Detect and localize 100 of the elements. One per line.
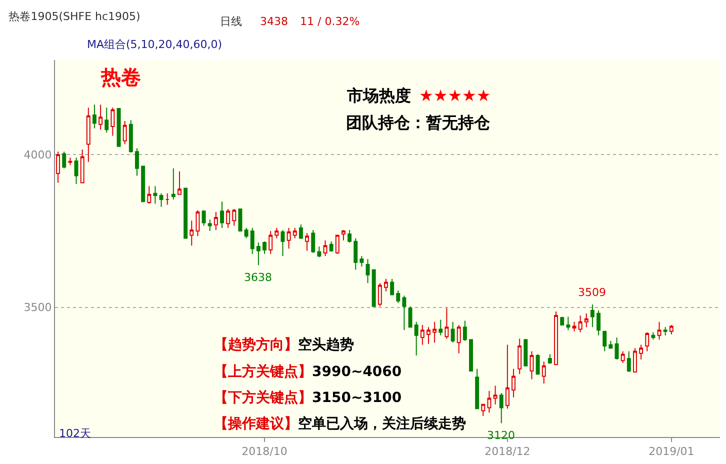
candlestick <box>122 120 127 145</box>
annotation: 【操作建议】空单已入场，关注后续走势 <box>214 415 466 432</box>
y-tick-label: 4000 <box>24 148 52 162</box>
candlestick <box>226 208 230 228</box>
chart-title: 热卷1905(SHFE hc1905) <box>8 10 140 24</box>
text: MA组合(5,10,20,40,60,0) <box>87 38 222 51</box>
candlestick <box>232 208 236 226</box>
candlestick <box>62 151 66 169</box>
y-tick-label: 3500 <box>24 301 52 314</box>
candlestick <box>116 108 121 147</box>
candlestick <box>487 390 492 414</box>
candlestick <box>632 348 637 372</box>
annotation: ★★★★★ <box>419 86 491 105</box>
annotation: 【趋势方向】空头趋势 <box>214 336 354 353</box>
candlestick <box>645 332 650 352</box>
candlestick <box>481 404 486 416</box>
candlestick <box>238 208 242 232</box>
candlestick <box>298 224 303 239</box>
candlestick <box>92 104 96 129</box>
candlestick <box>153 186 158 204</box>
candlestick <box>554 311 558 366</box>
annotation: 市场热度 <box>346 86 411 105</box>
candlestick <box>98 104 103 130</box>
candlestick <box>135 148 139 176</box>
candlestick <box>620 350 625 364</box>
candlestick <box>390 278 394 296</box>
x-tick-label: 2019/01 <box>648 445 694 458</box>
candlestick <box>584 312 588 328</box>
candlestick <box>165 192 170 206</box>
candlestick <box>141 166 146 202</box>
candlestick <box>560 316 564 326</box>
candlestick <box>74 157 78 184</box>
candlestick <box>286 227 291 250</box>
candlestick <box>110 107 115 136</box>
candlestick <box>128 120 133 153</box>
candlestick <box>426 326 430 344</box>
candlestick <box>196 210 200 237</box>
candlestick <box>80 148 84 184</box>
candlestick <box>669 324 674 335</box>
candlestick <box>493 385 498 405</box>
annotation: 102天 <box>59 427 91 440</box>
candlestick <box>335 234 340 254</box>
candlestick <box>626 350 631 372</box>
candlestick <box>462 320 467 342</box>
candlestick <box>499 392 504 424</box>
text: 日线 <box>220 15 242 28</box>
annotation: 3120 <box>487 429 515 442</box>
candlestick <box>214 212 218 231</box>
annotation: 3509 <box>578 286 606 299</box>
candlestick <box>438 319 443 336</box>
candlestick <box>456 324 461 354</box>
candlestick <box>244 227 248 239</box>
candlestick <box>292 227 297 239</box>
candlestick <box>378 282 382 307</box>
text: 11 / 0.32% <box>300 15 360 28</box>
candlestick <box>268 230 273 254</box>
candlestick <box>651 332 656 340</box>
annotation: 【上方关键点】3990~4060 <box>214 363 402 380</box>
candlestick <box>572 321 576 332</box>
candlestick <box>475 368 480 410</box>
candlestick <box>548 354 552 364</box>
candlestick <box>86 107 90 162</box>
candlestick <box>608 340 613 349</box>
candlestick <box>323 240 328 256</box>
candlestick <box>274 227 279 239</box>
candlestick <box>348 230 352 244</box>
candlestick <box>104 107 109 134</box>
candlestick <box>220 201 224 228</box>
candlestick <box>305 232 310 252</box>
candlestick <box>262 240 267 254</box>
candlestick <box>147 186 152 204</box>
candlestick <box>450 321 455 344</box>
candlestick <box>505 344 510 410</box>
candlestick <box>366 258 370 284</box>
candlestick <box>171 168 176 200</box>
candlestick <box>159 192 164 208</box>
candlestick <box>657 321 662 340</box>
candlestick <box>614 336 619 360</box>
candlestick <box>190 220 194 246</box>
candlestick <box>178 170 182 195</box>
candlestick <box>530 350 534 380</box>
candlestick <box>542 361 546 384</box>
candlestick <box>536 354 540 375</box>
candlestick <box>360 255 364 268</box>
annotation: 【下方关键点】3150~3100 <box>214 389 402 406</box>
candlestick <box>354 238 358 270</box>
candlestick <box>184 188 188 239</box>
candlestick <box>578 315 582 333</box>
candlestick <box>524 339 528 366</box>
candlestick <box>202 210 206 226</box>
x-tick-label: 2018/12 <box>484 445 530 458</box>
candlestick <box>432 321 437 344</box>
candlestick <box>512 368 516 398</box>
candlestick <box>317 246 322 258</box>
candlestick <box>602 330 607 352</box>
candlestick <box>639 344 644 360</box>
candlestick <box>384 278 388 292</box>
candlestick <box>341 230 346 241</box>
candlestick <box>329 240 334 252</box>
candlestick <box>402 295 406 331</box>
